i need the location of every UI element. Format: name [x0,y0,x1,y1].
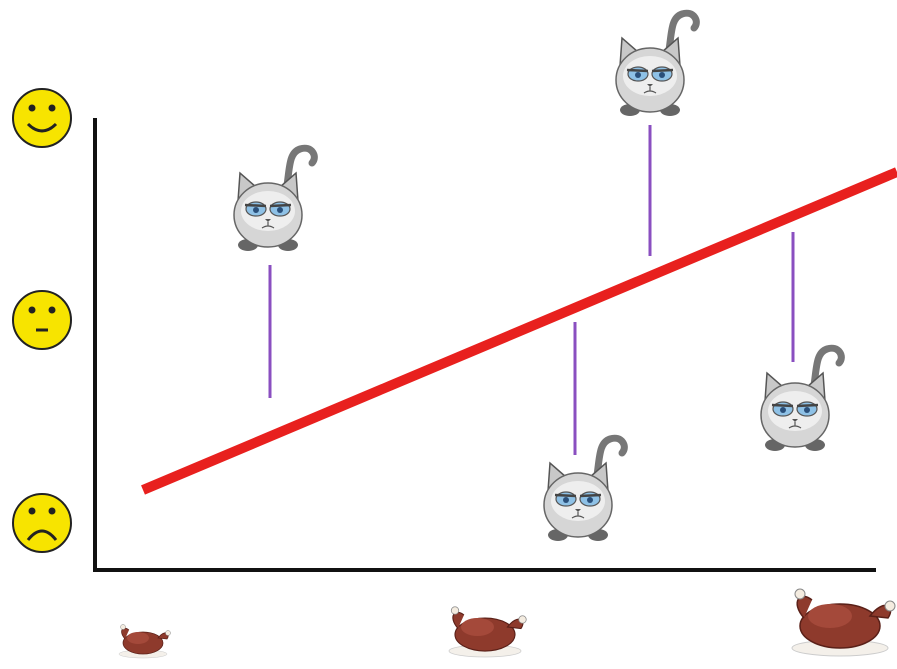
neutral-face [12,290,72,350]
cat [234,148,314,251]
cat [761,348,841,451]
regression-line [141,167,897,495]
happy-face [12,88,72,148]
sad-face [12,493,72,553]
turkey-large [791,588,896,657]
turkey-medium [448,606,527,658]
cat [616,13,696,116]
cat [544,438,624,541]
turkey-small [118,624,171,659]
